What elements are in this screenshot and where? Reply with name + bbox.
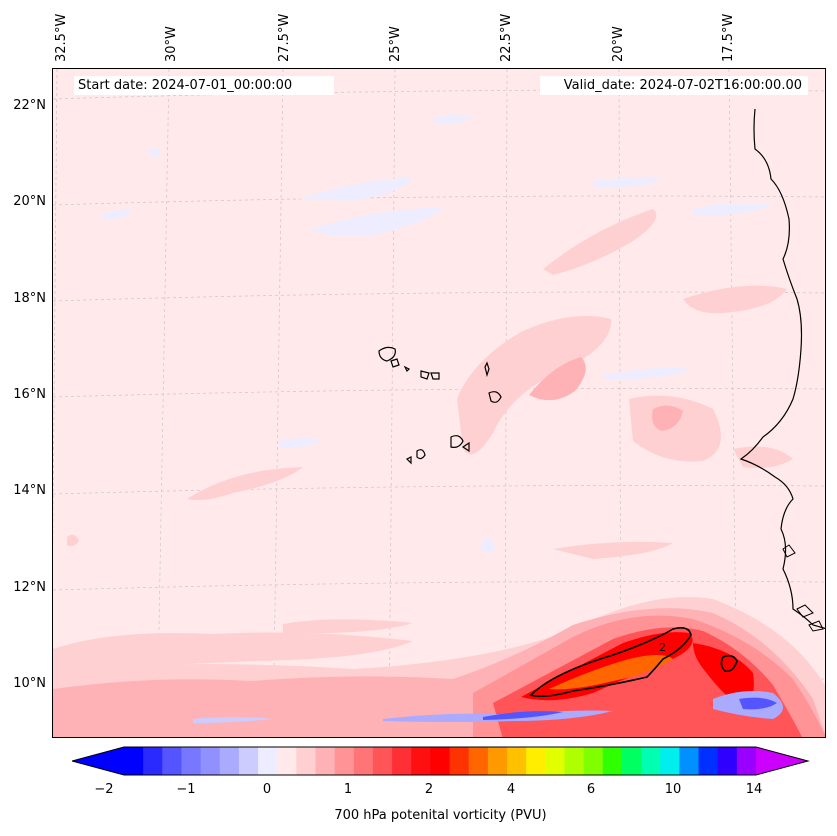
- pv-field-map: 2: [53, 69, 825, 737]
- colorbar-cell: [353, 747, 374, 775]
- pv-core-orange: [549, 655, 673, 690]
- start-date-label: Start date: 2024-07-01_00:00:00: [74, 76, 334, 95]
- colorbar-cell: [181, 747, 202, 775]
- contour-label: 2: [659, 641, 666, 654]
- cb-tick-4: 4: [506, 782, 516, 797]
- lat-label-16n: 16°N: [13, 387, 46, 402]
- pv-2-contour-small: [720, 654, 738, 673]
- lon-label-20w: 20°W: [611, 26, 626, 62]
- colorbar-cell: [641, 747, 661, 775]
- lat-label-10n: 10°N: [13, 676, 46, 691]
- colorbar-cell: [602, 747, 623, 775]
- coast-inlet: [782, 544, 796, 558]
- lon-label-27-5w: 27.5°W: [277, 13, 292, 62]
- pv-2-contour: [529, 627, 692, 698]
- colorbar: [72, 746, 810, 776]
- negative-pv-streaks: [193, 691, 783, 723]
- cb-tick-2: 2: [424, 782, 434, 797]
- cb-tick-10: 10: [664, 782, 682, 797]
- colorbar-cell: [487, 747, 508, 775]
- colorbar-title: 700 hPa potenital vorticity (PVU): [334, 808, 547, 823]
- lat-label-20n: 20°N: [13, 194, 46, 209]
- colorbar-cell: [200, 747, 221, 775]
- colorbar-cell: [372, 747, 393, 775]
- colorbar-cell: [660, 747, 680, 775]
- colorbar-cell: [258, 747, 278, 775]
- cape-verde-islands: [378, 346, 502, 465]
- coastal-islet: [808, 620, 824, 632]
- colorbar-cell: [583, 747, 604, 775]
- lon-label-22-5w: 22.5°W: [499, 13, 514, 62]
- colorbar-cell: [468, 747, 489, 775]
- lat-label-18n: 18°N: [13, 291, 46, 306]
- colorbar-cell: [334, 747, 355, 775]
- colorbar-cell: [277, 747, 297, 775]
- colorbar-cell: [545, 747, 565, 775]
- lat-label-14n: 14°N: [13, 483, 46, 498]
- colorbar-cell: [219, 747, 240, 775]
- colorbar-cell: [526, 747, 546, 775]
- colorbar-cell: [238, 747, 259, 775]
- lat-label-12n: 12°N: [13, 580, 46, 595]
- colorbar-cell: [143, 747, 163, 775]
- colorbar-over-arrow: [756, 747, 808, 775]
- bijagos-islands: [796, 604, 814, 618]
- colorbar-under-arrow: [72, 747, 124, 775]
- lon-label-30w: 30°W: [164, 26, 179, 62]
- colorbar-cell: [124, 747, 144, 775]
- colorbar-cell: [315, 747, 336, 775]
- colorbar-cell: [621, 747, 642, 775]
- cb-tick-14: 14: [745, 782, 763, 797]
- colorbar-cell: [449, 747, 470, 775]
- lon-label-32-5w: 32.5°W: [54, 13, 69, 62]
- colorbar-cell: [411, 747, 431, 775]
- colorbar-cell: [507, 747, 527, 775]
- colorbar-cell: [430, 747, 451, 775]
- colorbar-outline: [72, 746, 810, 776]
- cb-tick-minus2: −2: [94, 782, 114, 797]
- cb-tick-0: 0: [262, 782, 272, 797]
- colorbar-cell: [679, 747, 700, 775]
- lon-label-25w: 25°W: [388, 26, 403, 62]
- colorbar-cell: [698, 747, 719, 775]
- cb-tick-1: 1: [343, 782, 353, 797]
- african-coastline: [739, 108, 825, 630]
- cb-tick-minus1: −1: [176, 782, 196, 797]
- colorbar-cell: [736, 747, 757, 775]
- colorbar-cell: [162, 747, 182, 775]
- colorbar-cell: [392, 747, 412, 775]
- map-panel: 2: [52, 68, 826, 738]
- lat-label-22n: 22°N: [13, 98, 46, 113]
- colorbar-cell: [296, 747, 317, 775]
- cb-tick-6: 6: [586, 782, 596, 797]
- lon-label-17-5w: 17.5°W: [721, 13, 736, 62]
- colorbar-cell: [564, 747, 585, 775]
- colorbar-cell: [717, 747, 738, 775]
- valid-date-label: Valid_date: 2024-07-02T16:00:00.00: [540, 76, 808, 95]
